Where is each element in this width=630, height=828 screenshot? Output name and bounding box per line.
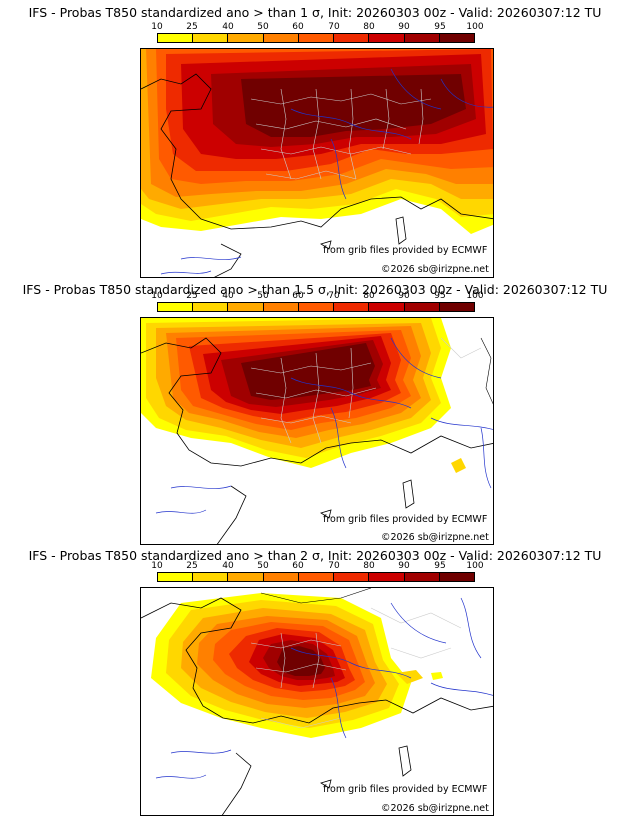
- tick-label: 25: [186, 291, 198, 301]
- panel-1-credit-source: from grib files provided by ECMWF: [323, 245, 488, 256]
- colorbar-seg: [263, 573, 299, 581]
- tick-label: 95: [434, 22, 446, 32]
- panel-2-title: IFS - Probas T850 standardized ano > tha…: [22, 282, 608, 297]
- panel-2-credit-source: from grib files provided by ECMWF: [323, 514, 488, 525]
- colorbar-seg: [158, 34, 194, 42]
- colorbar-seg: [158, 573, 194, 581]
- panel-3-credit-copyright: ©2026 sb@irizpne.net: [381, 803, 489, 814]
- colorbar-seg: [404, 303, 440, 311]
- tick-label: 100: [466, 291, 484, 301]
- colorbar-seg: [263, 303, 299, 311]
- tick-label: 40: [222, 22, 234, 32]
- tick-label: 10: [151, 22, 163, 32]
- colorbar-seg: [193, 573, 229, 581]
- tick-label: 90: [398, 291, 410, 301]
- colorbar-seg: [404, 34, 440, 42]
- tick-label: 60: [292, 22, 304, 32]
- colorbar-seg: [193, 34, 229, 42]
- tick-label: 100: [466, 561, 484, 571]
- tick-label: 95: [434, 561, 446, 571]
- colorbar-seg: [439, 303, 474, 311]
- panel-2-colorbar: [157, 302, 475, 312]
- tick-label: 10: [151, 561, 163, 571]
- tick-label: 10: [151, 291, 163, 301]
- colorbar-seg: [369, 573, 405, 581]
- colorbar-seg: [439, 573, 474, 581]
- tick-label: 50: [257, 22, 269, 32]
- tick-label: 70: [328, 561, 340, 571]
- colorbar-seg: [298, 303, 335, 311]
- tick-label: 80: [363, 291, 375, 301]
- tick-label: 80: [363, 22, 375, 32]
- tick-label: 90: [398, 22, 410, 32]
- colorbar-seg: [369, 34, 405, 42]
- tick-label: 70: [328, 291, 340, 301]
- colorbar-seg: [334, 573, 370, 581]
- colorbar-seg: [369, 303, 405, 311]
- panel-1-colorbar: [157, 33, 475, 43]
- tick-label: 90: [398, 561, 410, 571]
- colorbar-seg: [263, 34, 299, 42]
- panel-3-map-canvas: [141, 588, 493, 815]
- colorbar-seg: [334, 34, 370, 42]
- panel-3-credit-source: from grib files provided by ECMWF: [323, 784, 488, 795]
- tick-label: 40: [222, 291, 234, 301]
- tick-label: 25: [186, 561, 198, 571]
- colorbar-seg: [439, 34, 474, 42]
- panel-3-colorbar: [157, 572, 475, 582]
- colorbar-seg: [158, 303, 194, 311]
- panel-2-map: from grib files provided by ECMWF ©2026 …: [140, 317, 494, 545]
- panel-3-map: from grib files provided by ECMWF ©2026 …: [140, 587, 494, 816]
- colorbar-seg: [228, 303, 264, 311]
- colorbar-seg: [193, 303, 229, 311]
- tick-label: 80: [363, 561, 375, 571]
- panel-1-credit-copyright: ©2026 sb@irizpne.net: [381, 264, 489, 275]
- colorbar-seg: [298, 34, 335, 42]
- panel-1-map: from grib files provided by ECMWF ©2026 …: [140, 48, 494, 278]
- tick-label: 50: [257, 291, 269, 301]
- panel-3-title: IFS - Probas T850 standardized ano > tha…: [28, 548, 602, 563]
- tick-label: 60: [292, 561, 304, 571]
- panel-2-map-canvas: [141, 318, 493, 544]
- colorbar-seg: [228, 34, 264, 42]
- tick-label: 70: [328, 22, 340, 32]
- panel-1-title: IFS - Probas T850 standardized ano > tha…: [28, 5, 602, 20]
- colorbar-seg: [298, 573, 335, 581]
- panel-2-credit-copyright: ©2026 sb@irizpne.net: [381, 532, 489, 543]
- tick-label: 100: [466, 22, 484, 32]
- colorbar-seg: [228, 573, 264, 581]
- tick-label: 50: [257, 561, 269, 571]
- colorbar-seg: [334, 303, 370, 311]
- tick-label: 95: [434, 291, 446, 301]
- panel-1-map-canvas: [141, 49, 493, 277]
- tick-label: 25: [186, 22, 198, 32]
- tick-label: 40: [222, 561, 234, 571]
- colorbar-seg: [404, 573, 440, 581]
- tick-label: 60: [292, 291, 304, 301]
